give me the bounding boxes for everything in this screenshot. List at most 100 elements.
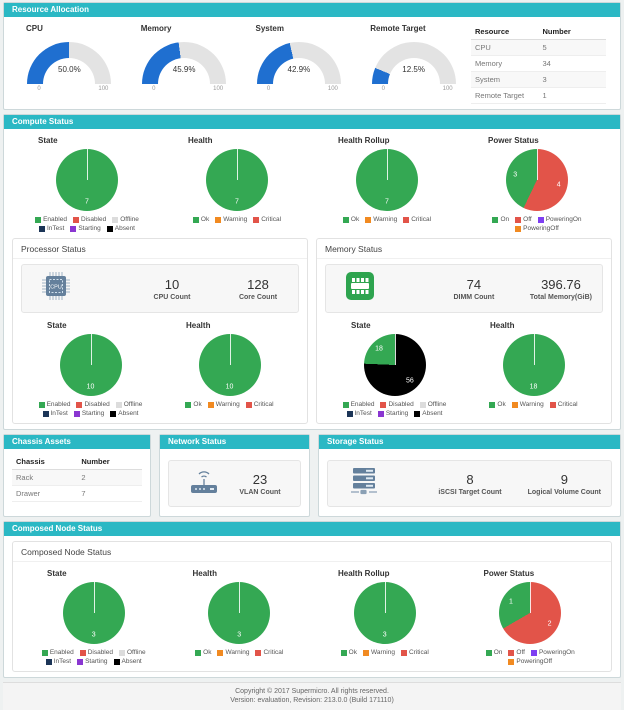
legend-item-warning[interactable]: Warning: [207, 401, 240, 408]
legend-item-enabled[interactable]: Enabled: [35, 216, 67, 223]
legend-item-disabled[interactable]: Disabled: [79, 649, 113, 656]
legend-item-disabled[interactable]: Disabled: [76, 401, 110, 408]
legend-item-enabled[interactable]: Enabled: [342, 401, 374, 408]
legend-item-critical[interactable]: Critical: [549, 401, 578, 408]
legend-swatch: [79, 649, 86, 656]
legend-item-warning[interactable]: Warning: [215, 216, 247, 223]
legend-item-ok[interactable]: Ok: [342, 216, 359, 223]
legend-item-intest[interactable]: InTest: [39, 225, 64, 232]
pie-chart-health[interactable]: 7: [206, 149, 268, 211]
legend-item-critical[interactable]: Critical: [403, 216, 431, 223]
legend-item-poweringon[interactable]: PoweringOn: [530, 649, 575, 656]
legend-item-disabled[interactable]: Disabled: [72, 216, 106, 223]
legend-swatch: [106, 225, 113, 232]
legend-item-off[interactable]: Off: [508, 649, 525, 656]
chart-title: Power Status: [488, 136, 539, 145]
legend-item-starting[interactable]: Starting: [70, 225, 101, 232]
legend-item-warning[interactable]: Warning: [365, 216, 397, 223]
legend-label: Absent: [121, 658, 142, 665]
legend-item-absent[interactable]: Absent: [113, 658, 142, 665]
gauge-title: CPU: [26, 24, 43, 33]
pie-chart-health[interactable]: 3: [208, 582, 271, 644]
legend-item-offline[interactable]: Offline: [115, 401, 142, 408]
legend-label: On: [493, 649, 503, 656]
legend-item-enabled[interactable]: Enabled: [38, 401, 70, 408]
legend-item-offline[interactable]: Offline: [118, 649, 146, 656]
legend-item-starting[interactable]: Starting: [73, 410, 104, 417]
legend-item-ok[interactable]: Ok: [195, 649, 211, 656]
legend-item-ok[interactable]: Ok: [192, 216, 209, 223]
legend-item-critical[interactable]: Critical: [255, 649, 283, 656]
legend-item-poweringoff[interactable]: PoweringOff: [515, 225, 559, 232]
legend-item-intest[interactable]: InTest: [42, 410, 68, 417]
legend-item-off[interactable]: Off: [515, 216, 532, 223]
pie-chart-health-rollup[interactable]: 3: [353, 582, 416, 644]
legend-item-ok[interactable]: Ok: [185, 401, 202, 408]
legend-label: Critical: [411, 216, 432, 223]
legend-item-intest[interactable]: InTest: [346, 410, 372, 417]
legend-item-ok[interactable]: Ok: [489, 401, 506, 408]
legend-item-critical[interactable]: Critical: [245, 401, 274, 408]
gauge[interactable]: 45.9% 0 100: [142, 42, 227, 94]
cell-chassis: Rack: [12, 469, 78, 486]
cell-resource: Memory: [471, 55, 539, 72]
legend-item-critical[interactable]: Critical: [253, 216, 281, 223]
cell-number: 3: [538, 71, 606, 88]
storage-icon: [346, 466, 382, 501]
legend-item-intest[interactable]: InTest: [45, 658, 71, 665]
legend-item-offline[interactable]: Offline: [419, 401, 446, 408]
stat-total-memory: 396.76 Total Memory(GiB): [530, 277, 592, 301]
cell-number: 7: [77, 485, 142, 502]
table-row: Rack 2: [12, 469, 142, 486]
pie-notch: [394, 334, 396, 365]
legend-item-starting[interactable]: Starting: [77, 658, 108, 665]
composed-chart-row: State 3 Enabled Disabled Offline InTest Starti…: [21, 567, 603, 665]
processor-status-title: Processor Status: [13, 239, 307, 259]
gauge[interactable]: 42.9% 0 100: [256, 42, 341, 94]
legend-item-on[interactable]: On: [485, 649, 503, 656]
pie-chart-health-rollup[interactable]: 7: [356, 149, 418, 211]
memory-stat-card: 74 DIMM Count 396.76 Total Memory(GiB): [325, 264, 603, 313]
pie-chart-health[interactable]: 18: [502, 334, 565, 396]
legend-swatch: [537, 216, 544, 223]
legend-item-ok[interactable]: Ok: [340, 649, 357, 656]
stat-cpu-count: 10 CPU Count: [142, 277, 202, 301]
legend-item-poweringon[interactable]: PoweringOn: [537, 216, 582, 223]
subpanel-processor-status: Processor Status: [12, 238, 308, 424]
pie-chart-health[interactable]: 10: [198, 334, 261, 396]
stat-value: 23: [252, 471, 268, 487]
gauge[interactable]: 50.0% 0 100: [27, 42, 112, 94]
legend-swatch: [508, 649, 515, 656]
legend-swatch: [377, 410, 384, 417]
legend-item-absent[interactable]: Absent: [106, 225, 135, 232]
legend-item-warning[interactable]: Warning: [362, 649, 395, 656]
stat-dimm-count: 74 DIMM Count: [444, 277, 504, 301]
gauge[interactable]: 12.5% 0 100: [371, 42, 456, 94]
pie-chart-state[interactable]: 7: [56, 149, 118, 211]
legend-item-warning[interactable]: Warning: [511, 401, 544, 408]
pie-chart-state[interactable]: 10: [59, 334, 122, 396]
legend-swatch: [112, 216, 119, 223]
network-stat-card: 23 VLAN Count: [168, 460, 301, 507]
legend-item-offline[interactable]: Offline: [112, 216, 139, 223]
pie-chart-state[interactable]: 3: [62, 582, 125, 644]
pie-slice-value: 18: [375, 345, 383, 353]
legend-item-on[interactable]: On: [492, 216, 509, 223]
pie-chart-state[interactable]: 56 18: [363, 334, 426, 396]
legend-item-disabled[interactable]: Disabled: [380, 401, 414, 408]
legend-item-enabled[interactable]: Enabled: [41, 649, 74, 656]
compute-status-header: Compute Status: [4, 115, 620, 129]
legend-item-poweringoff[interactable]: PoweringOff: [508, 658, 552, 665]
legend-item-critical[interactable]: Critical: [400, 649, 429, 656]
panel-network-status: Network Status: [159, 434, 310, 517]
legend-item-absent[interactable]: Absent: [414, 410, 443, 417]
legend-item-warning[interactable]: Warning: [217, 649, 249, 656]
legend-item-starting[interactable]: Starting: [377, 410, 408, 417]
chart-title: Health: [490, 321, 515, 330]
bottom-panel-row: Chassis Assets Chassis Number Rack 2: [3, 434, 621, 517]
legend-swatch: [508, 658, 515, 665]
legend-item-absent[interactable]: Absent: [110, 410, 139, 417]
legend-label: PoweringOn: [545, 216, 582, 223]
